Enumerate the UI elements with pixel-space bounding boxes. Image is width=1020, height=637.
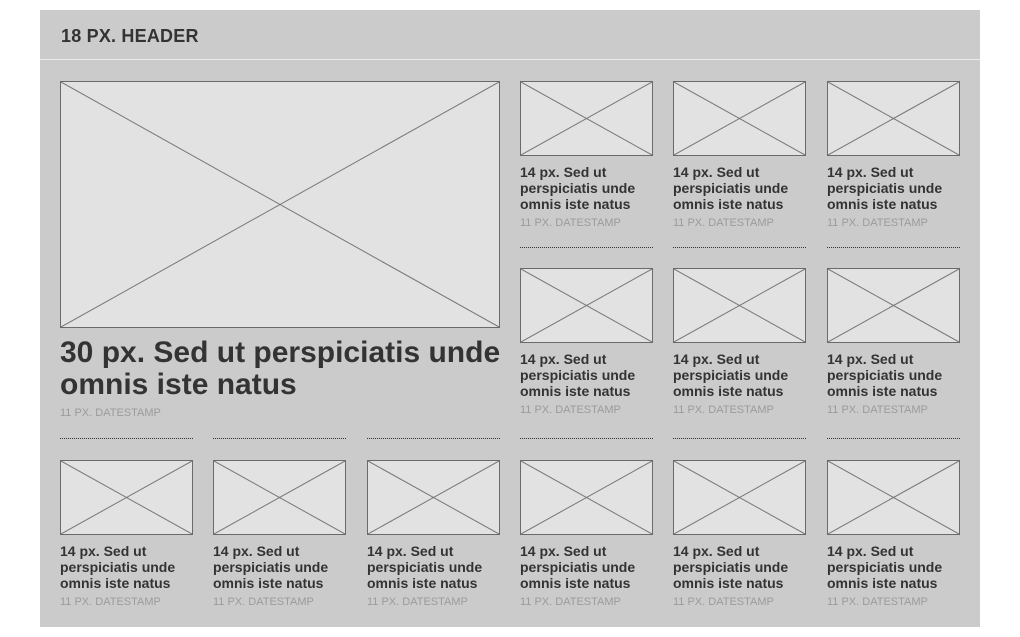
card-title[interactable]: 14 px. Sed ut perspiciatis unde omnis is… <box>367 543 483 591</box>
image-placeholder-icon[interactable] <box>827 460 960 535</box>
separator <box>520 247 653 248</box>
card-datestamp: 11 PX. DATESTAMP <box>367 596 468 608</box>
hero-title[interactable]: 30 px. Sed ut perspiciatis unde omnis is… <box>60 336 501 401</box>
card-datestamp: 11 PX. DATESTAMP <box>213 596 314 608</box>
separator <box>367 438 500 439</box>
image-placeholder-icon[interactable] <box>60 81 500 328</box>
image-placeholder-icon[interactable] <box>673 81 806 156</box>
image-placeholder-icon[interactable] <box>60 460 193 535</box>
image-placeholder-icon[interactable] <box>520 81 653 156</box>
image-placeholder-icon[interactable] <box>520 268 653 343</box>
image-placeholder-icon[interactable] <box>673 268 806 343</box>
image-placeholder-icon[interactable] <box>213 460 346 535</box>
card-datestamp: 11 PX. DATESTAMP <box>520 217 621 229</box>
separator <box>827 247 960 248</box>
page-header: 18 PX. HEADER <box>40 10 980 60</box>
card-title[interactable]: 14 px. Sed ut perspiciatis unde omnis is… <box>213 543 329 591</box>
card-title[interactable]: 14 px. Sed ut perspiciatis unde omnis is… <box>673 164 789 212</box>
card-datestamp: 11 PX. DATESTAMP <box>60 596 161 608</box>
wireframe-panel: 18 PX. HEADER 30 px. Sed ut perspiciatis… <box>40 10 980 627</box>
separator <box>520 438 653 439</box>
header-title: 18 PX. HEADER <box>61 26 199 46</box>
card-title[interactable]: 14 px. Sed ut perspiciatis unde omnis is… <box>520 543 636 591</box>
card-datestamp: 11 PX. DATESTAMP <box>673 217 774 229</box>
card-datestamp: 11 PX. DATESTAMP <box>673 404 774 416</box>
card-datestamp: 11 PX. DATESTAMP <box>827 404 928 416</box>
card-title[interactable]: 14 px. Sed ut perspiciatis unde omnis is… <box>827 543 943 591</box>
separator <box>827 438 960 439</box>
card-title[interactable]: 14 px. Sed ut perspiciatis unde omnis is… <box>673 351 789 399</box>
image-placeholder-icon[interactable] <box>673 460 806 535</box>
image-placeholder-icon[interactable] <box>520 460 653 535</box>
image-placeholder-icon[interactable] <box>827 81 960 156</box>
separator <box>673 438 806 439</box>
card-datestamp: 11 PX. DATESTAMP <box>520 404 621 416</box>
card-title[interactable]: 14 px. Sed ut perspiciatis unde omnis is… <box>827 164 943 212</box>
image-placeholder-icon[interactable] <box>367 460 500 535</box>
image-placeholder-icon[interactable] <box>827 268 960 343</box>
card-title[interactable]: 14 px. Sed ut perspiciatis unde omnis is… <box>520 351 636 399</box>
card-datestamp: 11 PX. DATESTAMP <box>827 217 928 229</box>
card-datestamp: 11 PX. DATESTAMP <box>827 596 928 608</box>
card-title[interactable]: 14 px. Sed ut perspiciatis unde omnis is… <box>60 543 176 591</box>
separator <box>213 438 346 439</box>
separator <box>673 247 806 248</box>
card-title[interactable]: 14 px. Sed ut perspiciatis unde omnis is… <box>520 164 636 212</box>
card-datestamp: 11 PX. DATESTAMP <box>673 596 774 608</box>
hero-datestamp: 11 PX. DATESTAMP <box>60 407 161 419</box>
separator <box>60 438 193 439</box>
card-datestamp: 11 PX. DATESTAMP <box>520 596 621 608</box>
card-title[interactable]: 14 px. Sed ut perspiciatis unde omnis is… <box>827 351 943 399</box>
card-title[interactable]: 14 px. Sed ut perspiciatis unde omnis is… <box>673 543 789 591</box>
